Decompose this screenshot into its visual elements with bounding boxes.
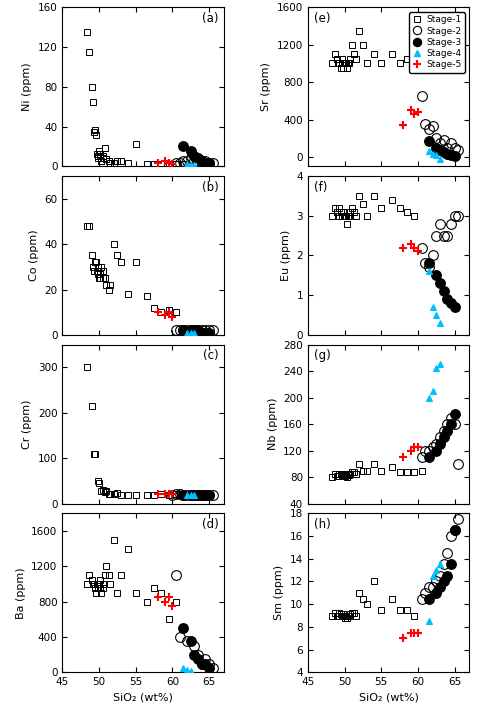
X-axis label: SiO₂ (wt%): SiO₂ (wt%) <box>113 693 173 703</box>
Text: (d): (d) <box>202 518 219 531</box>
Y-axis label: Eu (ppm): Eu (ppm) <box>281 230 291 281</box>
Y-axis label: Ba (ppm): Ba (ppm) <box>16 567 25 619</box>
Y-axis label: Sr (ppm): Sr (ppm) <box>261 62 271 111</box>
Text: (h): (h) <box>314 518 331 531</box>
Y-axis label: Nb (ppm): Nb (ppm) <box>268 398 278 450</box>
Text: (f): (f) <box>314 181 328 194</box>
Text: (e): (e) <box>314 12 331 25</box>
Y-axis label: Cr (ppm): Cr (ppm) <box>22 399 32 449</box>
Y-axis label: Ni (ppm): Ni (ppm) <box>22 62 32 111</box>
X-axis label: SiO₂ (wt%): SiO₂ (wt%) <box>359 693 419 703</box>
Text: (b): (b) <box>202 181 219 194</box>
Text: (a): (a) <box>203 12 219 25</box>
Y-axis label: Sm (ppm): Sm (ppm) <box>274 565 284 620</box>
Legend: Stage-1, Stage-2, Stage-3, Stage-4, Stage-5: Stage-1, Stage-2, Stage-3, Stage-4, Stag… <box>409 12 465 73</box>
Text: (c): (c) <box>204 349 219 362</box>
Y-axis label: Co (ppm): Co (ppm) <box>29 230 39 281</box>
Text: (g): (g) <box>314 349 331 362</box>
